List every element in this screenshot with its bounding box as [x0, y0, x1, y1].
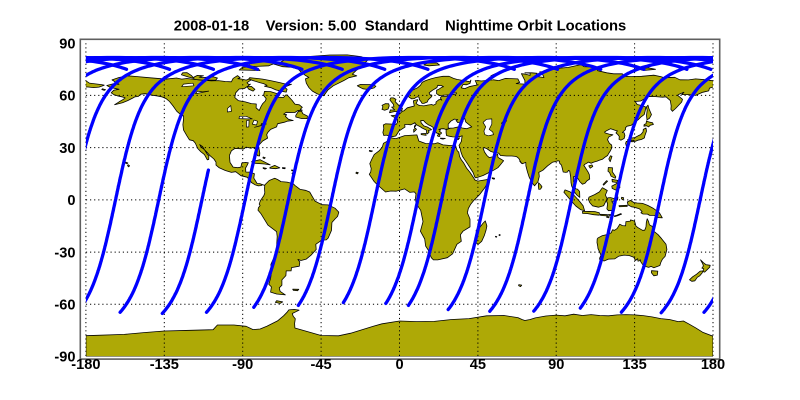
svg-text:-135: -135 [150, 357, 179, 373]
svg-text:-90: -90 [232, 357, 253, 373]
svg-text:-90: -90 [54, 350, 75, 366]
svg-text:0: 0 [67, 193, 75, 209]
svg-text:45: 45 [470, 357, 486, 373]
svg-text:2008-01-18 Version: 5.00 S: 2008-01-18 Version: 5.00 Standard Nightt… [174, 19, 626, 35]
svg-text:-30: -30 [54, 245, 75, 261]
svg-text:0: 0 [395, 357, 403, 373]
svg-text:135: 135 [622, 357, 646, 373]
svg-text:60: 60 [59, 89, 75, 105]
svg-text:90: 90 [548, 357, 564, 373]
svg-text:90: 90 [59, 36, 75, 52]
svg-text:-60: -60 [54, 298, 75, 314]
svg-text:180: 180 [701, 357, 725, 373]
svg-text:30: 30 [59, 141, 75, 157]
svg-text:-45: -45 [311, 357, 332, 373]
svg-text:-180: -180 [71, 357, 100, 373]
